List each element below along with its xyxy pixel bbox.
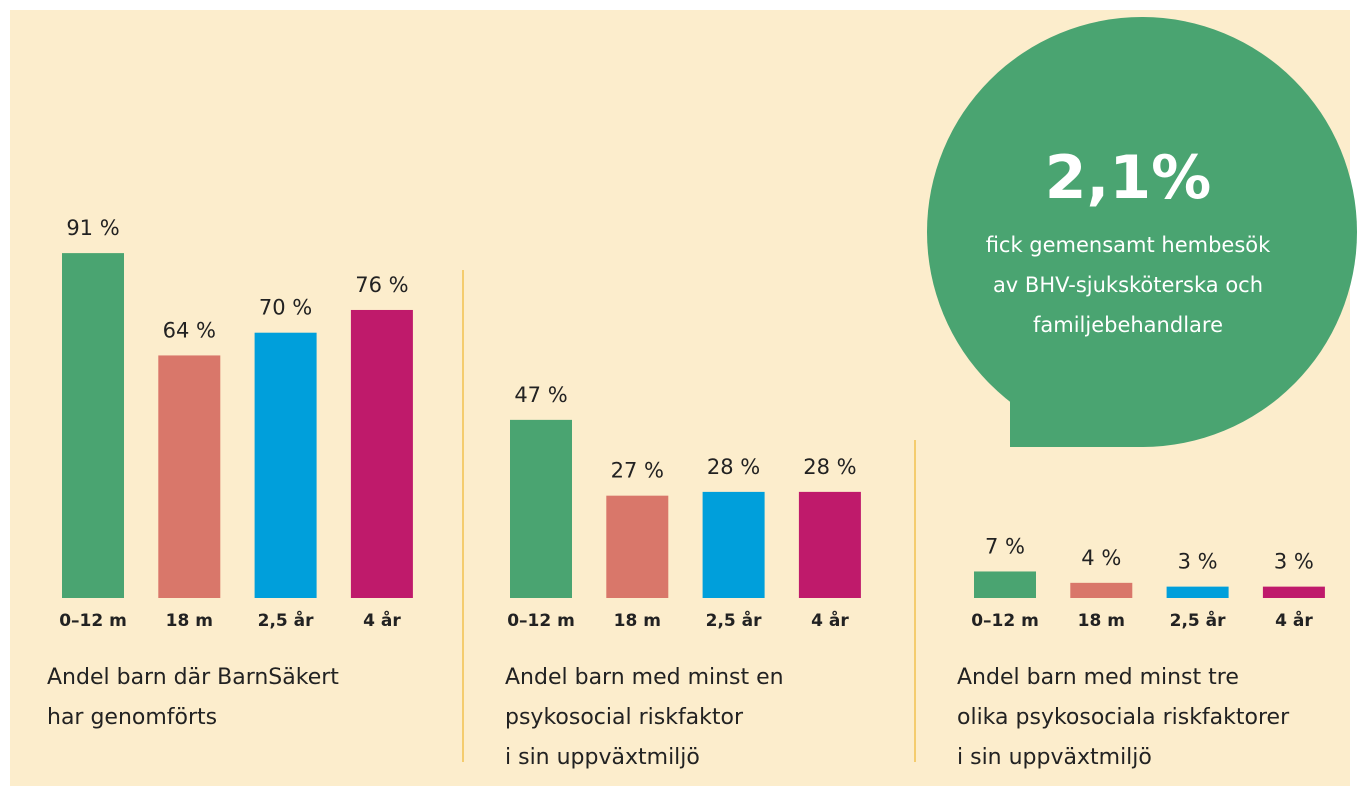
category-label: 2,5 år bbox=[1170, 609, 1227, 631]
bar bbox=[158, 355, 221, 598]
bar bbox=[1166, 586, 1229, 598]
callout-headline: 2,1% bbox=[1045, 143, 1211, 213]
value-label: 28 % bbox=[803, 455, 856, 479]
chart-caption: Andel barn med minst en bbox=[505, 665, 784, 690]
chart-caption: Andel barn med minst tre bbox=[957, 665, 1239, 690]
bar bbox=[62, 253, 124, 599]
category-label: 18 m bbox=[614, 611, 661, 631]
callout-tail bbox=[1010, 232, 1142, 447]
value-label: 27 % bbox=[611, 459, 664, 483]
category-label: 0–12 m bbox=[507, 611, 575, 631]
value-label: 3 % bbox=[1178, 550, 1218, 574]
category-label: 2,5 år bbox=[706, 609, 763, 631]
value-label: 28 % bbox=[707, 455, 760, 479]
bar bbox=[1262, 586, 1325, 598]
bar bbox=[606, 495, 669, 598]
callout-line: fick gemensamt hembesök bbox=[986, 233, 1271, 257]
chart-caption: i sin uppväxtmiljö bbox=[957, 745, 1152, 770]
callout-line: familjebehandlare bbox=[1033, 313, 1223, 337]
category-label: 4 år bbox=[811, 609, 849, 631]
category-label: 0–12 m bbox=[971, 611, 1039, 631]
bar bbox=[350, 309, 413, 598]
value-label: 64 % bbox=[163, 318, 216, 342]
value-label: 47 % bbox=[514, 383, 567, 407]
category-label: 18 m bbox=[1078, 611, 1125, 631]
value-label: 4 % bbox=[1081, 546, 1121, 570]
value-label: 70 % bbox=[259, 296, 312, 320]
bar bbox=[254, 332, 317, 598]
bar bbox=[798, 491, 861, 598]
chart-caption: Andel barn där BarnSäkert bbox=[47, 665, 339, 690]
value-label: 7 % bbox=[985, 534, 1025, 558]
chart-caption: psykosocial riskfaktor bbox=[505, 705, 744, 730]
chart-caption: i sin uppväxtmiljö bbox=[505, 745, 700, 770]
category-label: 0–12 m bbox=[59, 611, 127, 631]
bar bbox=[510, 419, 572, 598]
callout-line: av BHV-sjuksköterska och bbox=[993, 273, 1263, 297]
category-label: 4 år bbox=[363, 609, 401, 631]
category-label: 2,5 år bbox=[258, 609, 315, 631]
chart-caption: har genomförts bbox=[47, 705, 217, 730]
bar bbox=[1070, 582, 1133, 598]
category-label: 4 år bbox=[1275, 609, 1313, 631]
callout: 2,1% fick gemensamt hembesök av BHV-sjuks… bbox=[927, 17, 1357, 447]
value-label: 3 % bbox=[1274, 550, 1314, 574]
value-label: 76 % bbox=[355, 273, 408, 297]
chart-caption: olika psykosociala riskfaktorer bbox=[957, 705, 1290, 730]
bar bbox=[702, 491, 765, 598]
bar bbox=[974, 571, 1036, 598]
category-label: 18 m bbox=[166, 611, 213, 631]
value-label: 91 % bbox=[66, 216, 119, 240]
